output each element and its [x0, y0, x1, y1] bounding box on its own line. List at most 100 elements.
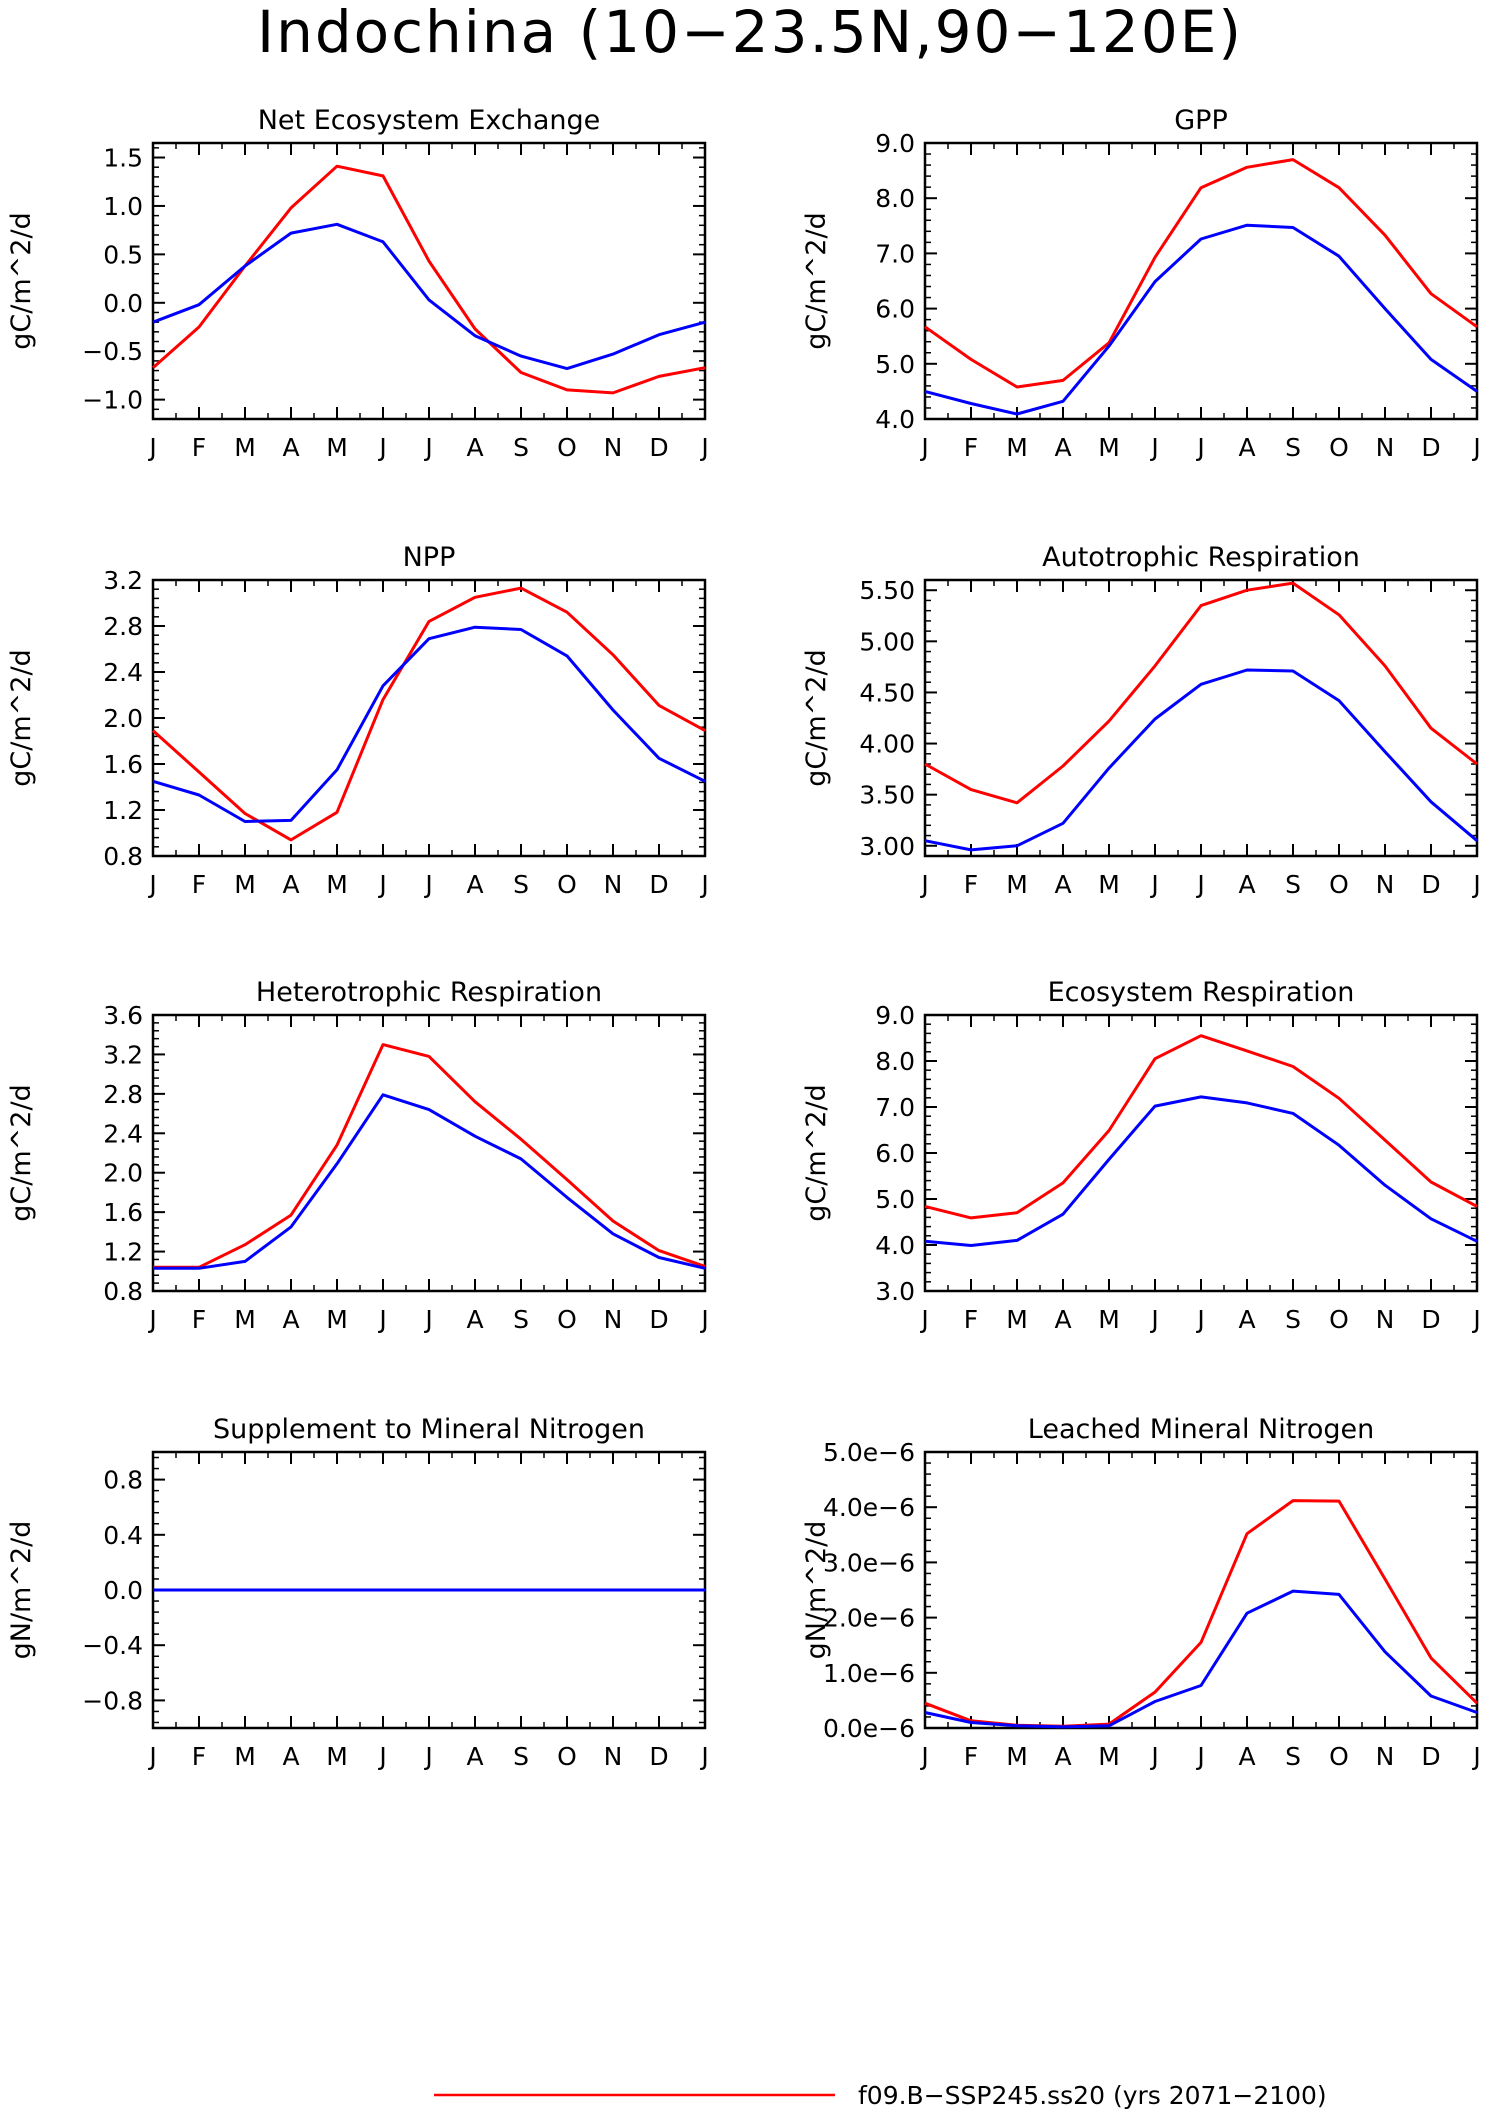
- y-tick-label: 9.0: [875, 1001, 915, 1030]
- y-tick-label: 0.0e−6: [823, 1714, 915, 1743]
- x-tick-label: F: [192, 1742, 206, 1771]
- x-tick-label: O: [1329, 433, 1349, 462]
- x-tick-label: O: [557, 870, 577, 899]
- x-tick-label: A: [1238, 1742, 1255, 1771]
- x-tick-label: D: [1421, 870, 1440, 899]
- x-tick-label: N: [604, 1305, 623, 1334]
- x-tick-label: D: [1421, 1742, 1440, 1771]
- y-tick-label: 2.4: [103, 1119, 143, 1148]
- figure: Indochina (10−23.5N,90−120E) JFMAMJJASON…: [0, 0, 1495, 2120]
- x-tick-label: J: [1195, 433, 1204, 462]
- x-tick-label: S: [513, 870, 529, 899]
- x-tick-label: A: [282, 1305, 299, 1334]
- x-tick-label: J: [423, 433, 432, 462]
- x-tick-label: N: [1376, 433, 1395, 462]
- x-tick-label: A: [282, 1742, 299, 1771]
- x-tick-label: J: [1195, 1742, 1204, 1771]
- x-tick-label: M: [234, 1305, 256, 1334]
- x-tick-label: M: [326, 433, 348, 462]
- y-tick-label: 4.50: [859, 678, 915, 707]
- x-tick-label: A: [1238, 433, 1255, 462]
- y-tick-label: 3.0: [875, 1277, 915, 1306]
- panel-title: Leached Mineral Nitrogen: [1028, 1414, 1374, 1445]
- series-line-blue: [925, 670, 1477, 850]
- x-tick-label: J: [1471, 1305, 1480, 1334]
- y-axis-label: gC/m^2/d: [801, 649, 832, 786]
- x-tick-label: J: [699, 1305, 708, 1334]
- y-tick-label: 5.50: [859, 576, 915, 605]
- x-tick-label: A: [1238, 1305, 1255, 1334]
- y-tick-label: 1.6: [103, 750, 143, 779]
- x-tick-label: J: [147, 870, 156, 899]
- x-tick-label: J: [147, 1742, 156, 1771]
- y-tick-label: 8.0: [875, 184, 915, 213]
- x-tick-label: J: [423, 1742, 432, 1771]
- y-tick-label: 0.0: [103, 289, 143, 318]
- y-tick-label: 1.0e−6: [823, 1659, 915, 1688]
- y-tick-label: −0.8: [82, 1686, 143, 1715]
- x-tick-label: S: [1285, 433, 1301, 462]
- panel-title: Autotrophic Respiration: [1042, 542, 1360, 573]
- series-line-blue: [153, 627, 705, 821]
- y-axis-label: gN/m^2/d: [801, 1521, 832, 1660]
- x-tick-label: J: [147, 1305, 156, 1334]
- x-tick-label: N: [1376, 1305, 1395, 1334]
- y-tick-label: 4.0: [875, 405, 915, 434]
- x-tick-label: J: [1471, 870, 1480, 899]
- x-tick-label: J: [919, 870, 928, 899]
- x-tick-label: M: [234, 433, 256, 462]
- chart-panel: J F M A M J J A S O N D J−0.8−0.40.00.40.8Supplement…: [6, 1414, 709, 1771]
- y-tick-label: 2.4: [103, 658, 143, 687]
- x-tick-label: M: [1006, 433, 1028, 462]
- chart-panel: J F M A M J J A S O N D J3.04.05.06.07.08.09.0Ecosys…: [801, 977, 1481, 1334]
- x-tick-label: A: [466, 433, 483, 462]
- x-tick-label: M: [1098, 433, 1120, 462]
- plot-frame: [153, 143, 705, 419]
- x-tick-label: O: [1329, 1742, 1349, 1771]
- x-tick-label: M: [1006, 870, 1028, 899]
- y-tick-label: 0.5: [103, 240, 143, 269]
- x-tick-label: D: [649, 870, 668, 899]
- panel-title: NPP: [403, 542, 456, 573]
- y-tick-label: 5.0: [875, 1185, 915, 1214]
- x-tick-label: N: [1376, 1742, 1395, 1771]
- series-line-blue: [925, 1591, 1477, 1727]
- figure-title: Indochina (10−23.5N,90−120E): [257, 0, 1243, 66]
- y-tick-label: 9.0: [875, 129, 915, 158]
- panel-title: Ecosystem Respiration: [1048, 977, 1355, 1008]
- x-tick-label: M: [1098, 1305, 1120, 1334]
- x-tick-label: A: [1238, 870, 1255, 899]
- y-axis-label: gC/m^2/d: [6, 649, 37, 786]
- x-tick-label: J: [919, 1742, 928, 1771]
- x-tick-label: D: [649, 1742, 668, 1771]
- series-line-red: [153, 1045, 705, 1268]
- x-tick-label: M: [326, 1742, 348, 1771]
- y-tick-label: 8.0: [875, 1047, 915, 1076]
- x-tick-label: D: [649, 1305, 668, 1334]
- y-tick-label: 3.6: [103, 1001, 143, 1030]
- y-tick-label: 7.0: [875, 1093, 915, 1122]
- y-axis-label: gC/m^2/d: [801, 212, 832, 349]
- y-tick-label: 2.8: [103, 612, 143, 641]
- x-tick-label: O: [557, 1742, 577, 1771]
- series-line-red: [925, 1501, 1477, 1727]
- x-tick-label: F: [964, 433, 978, 462]
- y-tick-label: 3.2: [103, 1040, 143, 1069]
- x-tick-label: J: [1149, 870, 1158, 899]
- x-tick-label: D: [649, 433, 668, 462]
- x-tick-label: J: [377, 1742, 386, 1771]
- x-tick-label: M: [326, 870, 348, 899]
- panel-title: Supplement to Mineral Nitrogen: [213, 1414, 645, 1445]
- chart-panel: J F M A M J J A S O N D J4.05.06.07.08.09.0GPPgC/m^2…: [801, 105, 1481, 462]
- x-tick-label: D: [1421, 433, 1440, 462]
- series-line-red: [925, 160, 1477, 387]
- panel-title: Heterotrophic Respiration: [256, 977, 602, 1008]
- x-tick-label: O: [1329, 870, 1349, 899]
- x-tick-label: F: [192, 870, 206, 899]
- y-axis-label: gC/m^2/d: [6, 1084, 37, 1221]
- x-tick-label: J: [1195, 1305, 1204, 1334]
- x-tick-label: S: [513, 1742, 529, 1771]
- series-line-red: [153, 588, 705, 840]
- series-line-red: [925, 583, 1477, 803]
